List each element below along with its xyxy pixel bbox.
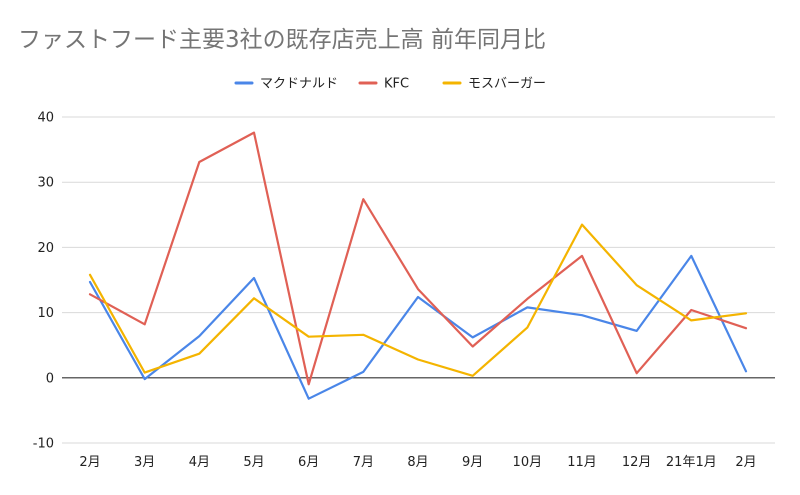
y-tick-label: 20 (37, 241, 54, 256)
series-layer (88, 131, 748, 400)
x-tick-label: 9月 (462, 455, 483, 470)
legend: マクドナルド KFC モスバーガー (234, 77, 546, 92)
legend-label: KFC (384, 77, 409, 92)
y-tick-label: 40 (37, 111, 54, 126)
series-line-2 (88, 223, 748, 377)
y-tick-label: 0 (46, 371, 54, 386)
x-tick-label: 12月 (622, 455, 652, 470)
axis-labels: -10 0 10 20 30 40 2月 3月 4月 5月 6月 7月 8月 9月 10月 11月 12月 21年… (33, 111, 757, 471)
x-tick-label: 3月 (134, 455, 155, 470)
y-tick-label: 10 (37, 306, 54, 321)
x-tick-label: 2月 (79, 455, 100, 470)
x-tick-label: 2月 (735, 455, 756, 470)
grid-layer (62, 116, 775, 444)
y-tick-label: 30 (37, 176, 54, 191)
x-tick-label: 6月 (298, 455, 319, 470)
series-line-0 (88, 254, 748, 400)
x-tick-label: 5月 (243, 455, 264, 470)
x-tick-label: 4月 (189, 455, 210, 470)
x-tick-label: 8月 (407, 455, 428, 470)
legend-label: マクドナルド (260, 77, 338, 92)
x-tick-label: 10月 (513, 455, 543, 470)
series-line-1 (88, 131, 748, 386)
chart-title: ファストフード主要3社の既存店売上高 前年同月比 (18, 27, 546, 53)
y-tick-label: -10 (33, 437, 54, 452)
x-tick-label: 21年1月 (666, 455, 717, 470)
x-tick-label: 7月 (353, 455, 374, 470)
x-tick-label: 11月 (567, 455, 597, 470)
legend-label: モスバーガー (468, 77, 546, 92)
